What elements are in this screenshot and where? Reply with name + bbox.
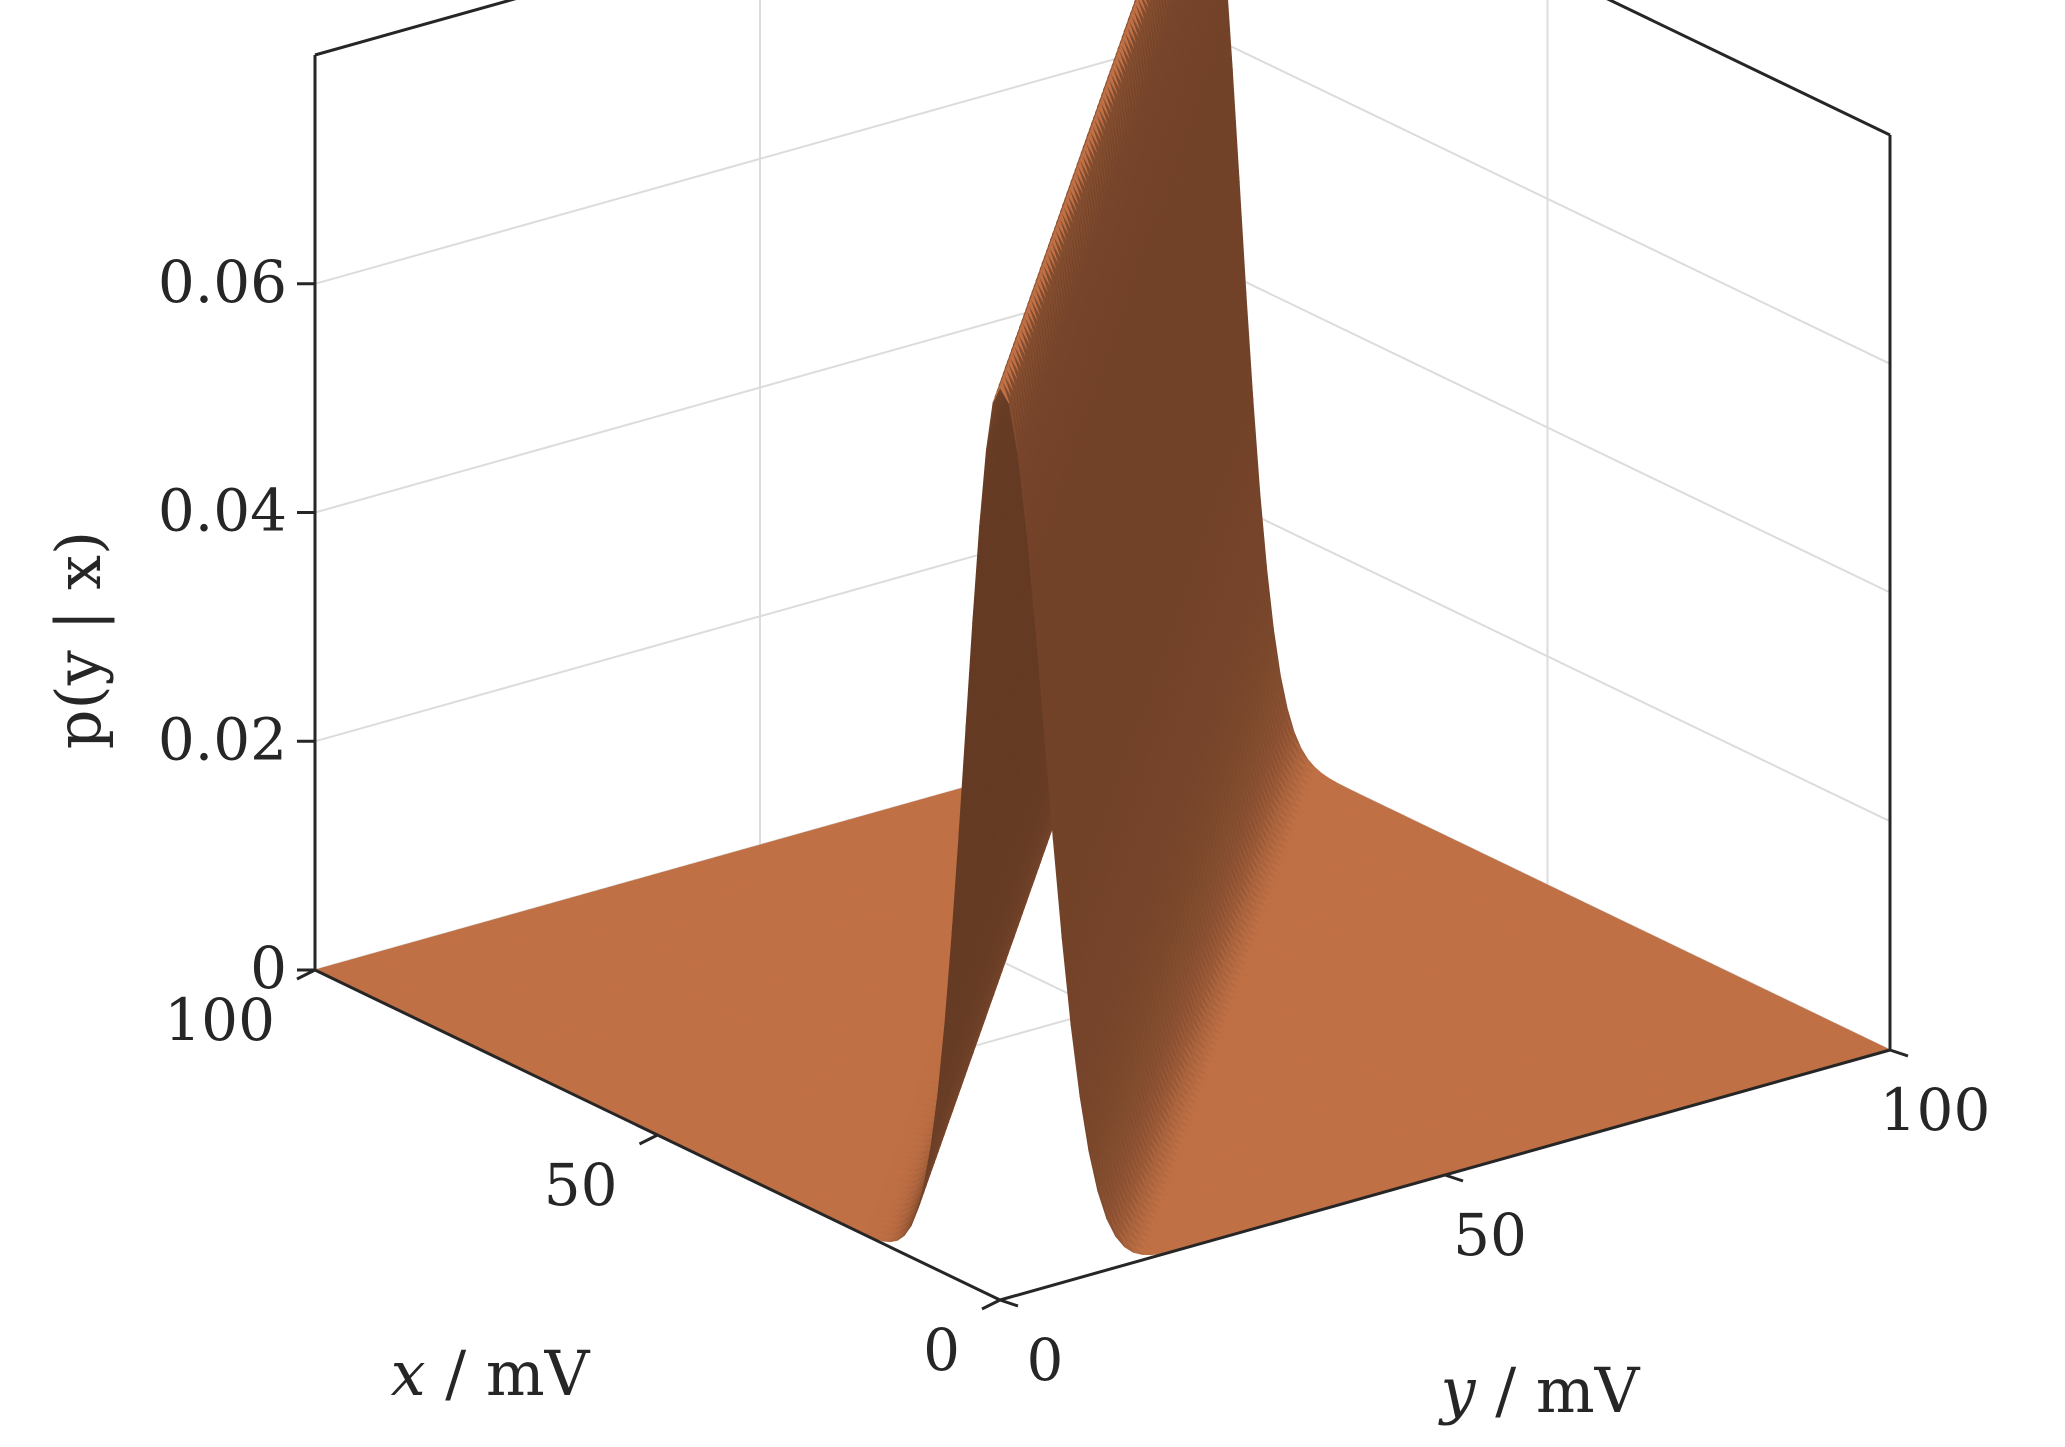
box-edge [1606,0,1891,137]
probability-surface [313,0,1892,1256]
box-edge [314,0,517,57]
